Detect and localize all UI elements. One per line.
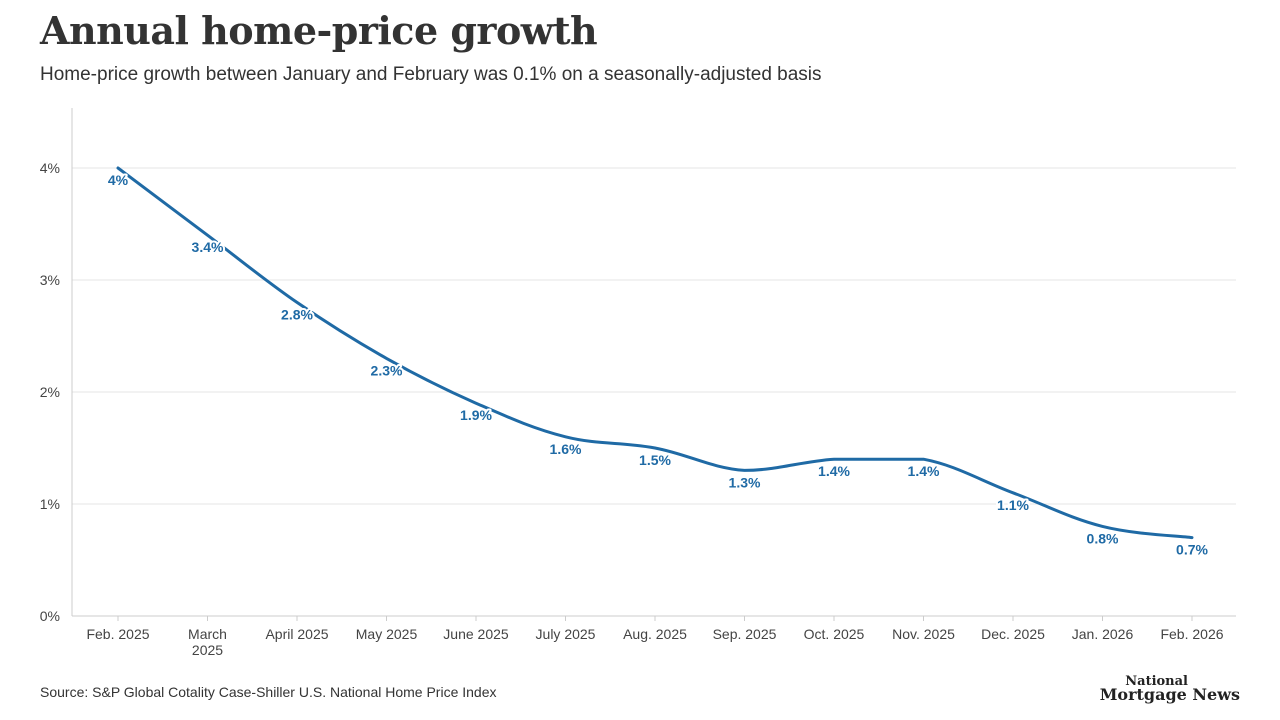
data-label-halo: 1.4%: [818, 463, 850, 479]
x-tick-label: Feb. 2026: [1160, 626, 1223, 642]
data-label-halo: 1.4%: [908, 463, 940, 479]
data-label-halo: 1.1%: [997, 497, 1029, 513]
source-note: Source: S&P Global Cotality Case-Shiller…: [40, 684, 497, 700]
x-tick-label: Oct. 2025: [804, 626, 865, 642]
x-tick-label: Aug. 2025: [623, 626, 687, 642]
y-tick-label: 1%: [40, 496, 60, 512]
data-label-halo: 2.3%: [371, 362, 403, 378]
y-tick-label: 2%: [40, 384, 60, 400]
y-tick-label: 4%: [40, 160, 60, 176]
data-label-halo: 1.3%: [729, 474, 761, 490]
data-label: 1.4%: [818, 463, 850, 479]
data-label: 0.8%: [1087, 530, 1119, 546]
data-label: 0.7%: [1176, 542, 1208, 558]
data-label-halo: 1.6%: [550, 441, 582, 457]
data-label: 1.6%: [550, 441, 582, 457]
data-label: 1.3%: [729, 474, 761, 490]
data-label-halo: 3.4%: [192, 239, 224, 255]
data-label: 2.8%: [281, 306, 313, 322]
logo-line-1: National: [1125, 674, 1188, 689]
x-tick-label: May 2025: [356, 626, 418, 642]
x-tick-label: March 2025: [188, 626, 227, 658]
data-label-halo: 4%: [108, 172, 129, 188]
data-label-halo: 2.8%: [281, 306, 313, 322]
chart-title: Annual home-price growth: [40, 8, 598, 53]
x-tick-label: Sep. 2025: [713, 626, 777, 642]
data-label: 1.5%: [639, 452, 671, 468]
brand-logo: National Mortgage News: [1099, 674, 1240, 704]
x-tick-label: Jan. 2026: [1072, 626, 1134, 642]
x-tick-label: April 2025: [265, 626, 328, 642]
data-label: 4%: [108, 172, 129, 188]
data-label: 2.3%: [371, 362, 403, 378]
x-tick-label: Nov. 2025: [892, 626, 955, 642]
data-label-halo: 0.7%: [1176, 542, 1208, 558]
series-line: [116, 166, 1194, 540]
data-label: 3.4%: [192, 239, 224, 255]
data-label: 1.1%: [997, 497, 1029, 513]
x-tick-label: July 2025: [536, 626, 596, 642]
data-label-halo: 1.5%: [639, 452, 671, 468]
data-label: 1.9%: [460, 407, 492, 423]
x-tick-label: June 2025: [443, 626, 509, 642]
data-label-halo: 0.8%: [1087, 530, 1119, 546]
x-tick-label: Dec. 2025: [981, 626, 1045, 642]
chart-subtitle: Home-price growth between January and Fe…: [40, 64, 822, 85]
logo-line-2: Mortgage News: [1099, 684, 1240, 704]
x-tick-label: Feb. 2025: [86, 626, 149, 642]
y-tick-label: 0%: [40, 608, 60, 624]
data-label-halo: 1.9%: [460, 407, 492, 423]
y-tick-label: 3%: [40, 272, 60, 288]
data-label: 1.4%: [908, 463, 940, 479]
